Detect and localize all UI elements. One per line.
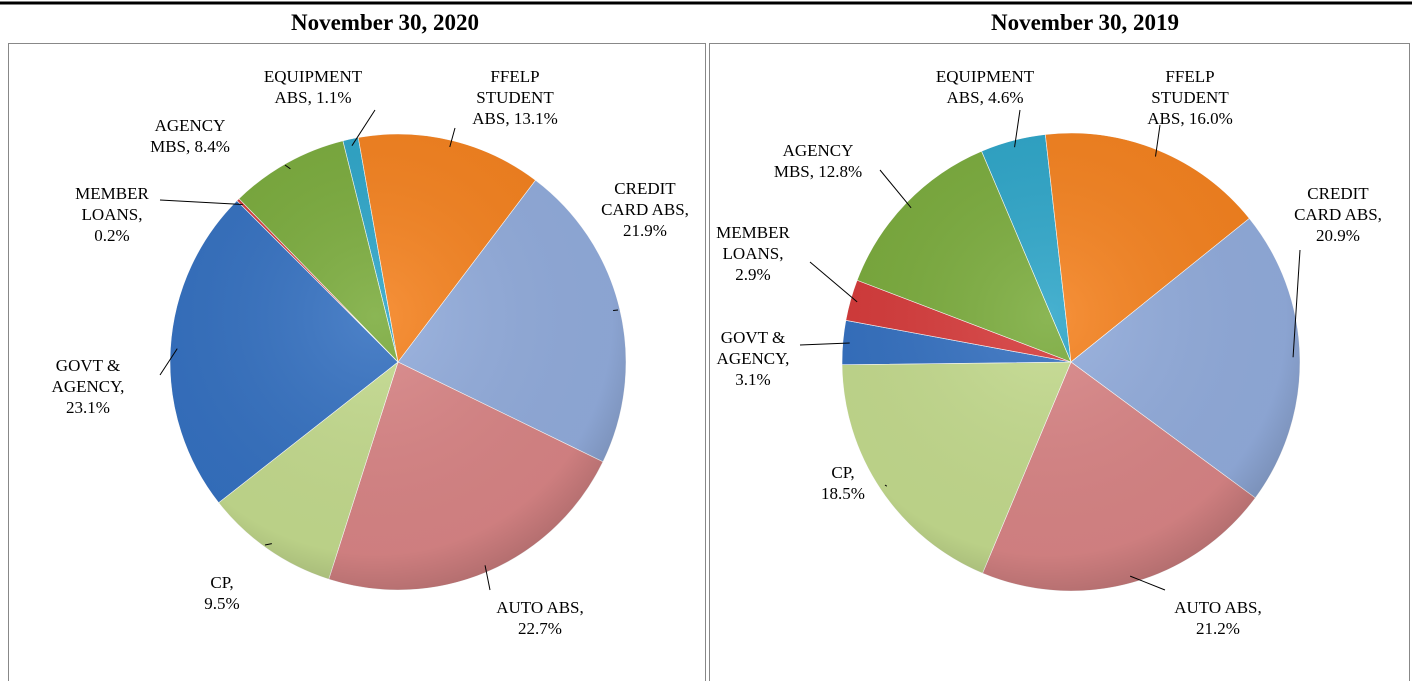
category-label: AGENCY MBS, xyxy=(773,141,854,181)
slice-label: CP, 18.5% xyxy=(813,462,873,504)
slice-label: MEMBER LOANS, 0.2% xyxy=(67,183,157,246)
category-label: MEMBER LOANS, xyxy=(75,184,149,224)
slice-label: AGENCY MBS, 12.8% xyxy=(771,140,866,182)
category-label: CREDIT CARD ABS, xyxy=(1294,184,1382,224)
slice-label: GOVT & AGENCY, 3.1% xyxy=(711,327,796,390)
chart-title: November 30, 2020 xyxy=(290,10,480,35)
panel-border xyxy=(8,43,706,681)
chart-title: November 30, 2019 xyxy=(990,10,1180,35)
slice-label: CREDIT CARD ABS, 21.9% xyxy=(593,178,698,241)
value-label: 9.5% xyxy=(204,594,240,613)
slice-label: EQUIPMENT ABS, 4.6% xyxy=(923,66,1048,108)
value-label: 16.0% xyxy=(1188,109,1233,128)
value-label: 13.1% xyxy=(513,109,558,128)
value-label: 21.9% xyxy=(623,221,667,240)
value-label: 23.1% xyxy=(66,398,110,417)
panel-border xyxy=(709,43,1410,681)
value-label: 20.9% xyxy=(1316,226,1360,245)
slice-label: MEMBER LOANS, 2.9% xyxy=(711,222,796,285)
slice-label: AUTO ABS, 21.2% xyxy=(1166,597,1271,639)
value-label: 12.8% xyxy=(818,162,863,181)
value-label: 3.1% xyxy=(735,370,771,389)
value-label: 0.2% xyxy=(94,226,130,245)
value-label: 21.2% xyxy=(1196,619,1240,638)
slice-label: AGENCY MBS, 8.4% xyxy=(140,115,240,157)
slice-label: FFELP STUDENT ABS, 16.0% xyxy=(1143,66,1238,129)
value-label: 1.1% xyxy=(316,88,352,107)
category-label: AGENCY MBS, xyxy=(150,116,226,156)
value-label: 2.9% xyxy=(735,265,771,284)
leader-line xyxy=(613,309,619,312)
leader-line xyxy=(809,261,858,303)
category-label: EQUIPMENT ABS, xyxy=(935,67,1035,107)
slice-label: CP, 9.5% xyxy=(197,572,247,614)
category-label: CP, xyxy=(831,463,855,482)
category-label: CREDIT CARD ABS, xyxy=(601,179,689,219)
value-label: 22.7% xyxy=(518,619,562,638)
category-label: FFELP STUDENT ABS, xyxy=(472,67,554,128)
category-label: GOVT & AGENCY, xyxy=(51,356,125,396)
leader-line xyxy=(159,199,243,206)
category-label: EQUIPMENT ABS, xyxy=(263,67,363,107)
category-label: FFELP STUDENT ABS, xyxy=(1147,67,1229,128)
category-label: AUTO ABS, xyxy=(496,598,584,617)
slice-label: CREDIT CARD ABS, 20.9% xyxy=(1288,183,1388,246)
category-label: CP, xyxy=(210,573,234,592)
leader-line xyxy=(799,342,850,346)
value-label: 8.4% xyxy=(194,137,230,156)
value-label: 4.6% xyxy=(988,88,1024,107)
slice-label: EQUIPMENT ABS, 1.1% xyxy=(251,66,376,108)
leader-line xyxy=(879,169,912,209)
category-label: GOVT & AGENCY, xyxy=(716,328,790,368)
slice-label: AUTO ABS, 22.7% xyxy=(488,597,593,639)
slice-label: GOVT & AGENCY, 23.1% xyxy=(43,355,133,418)
category-label: MEMBER LOANS, xyxy=(716,223,790,263)
category-label: AUTO ABS, xyxy=(1174,598,1262,617)
leader-line xyxy=(1129,575,1166,591)
slice-label: FFELP STUDENT ABS, 13.1% xyxy=(468,66,563,129)
value-label: 18.5% xyxy=(821,484,865,503)
